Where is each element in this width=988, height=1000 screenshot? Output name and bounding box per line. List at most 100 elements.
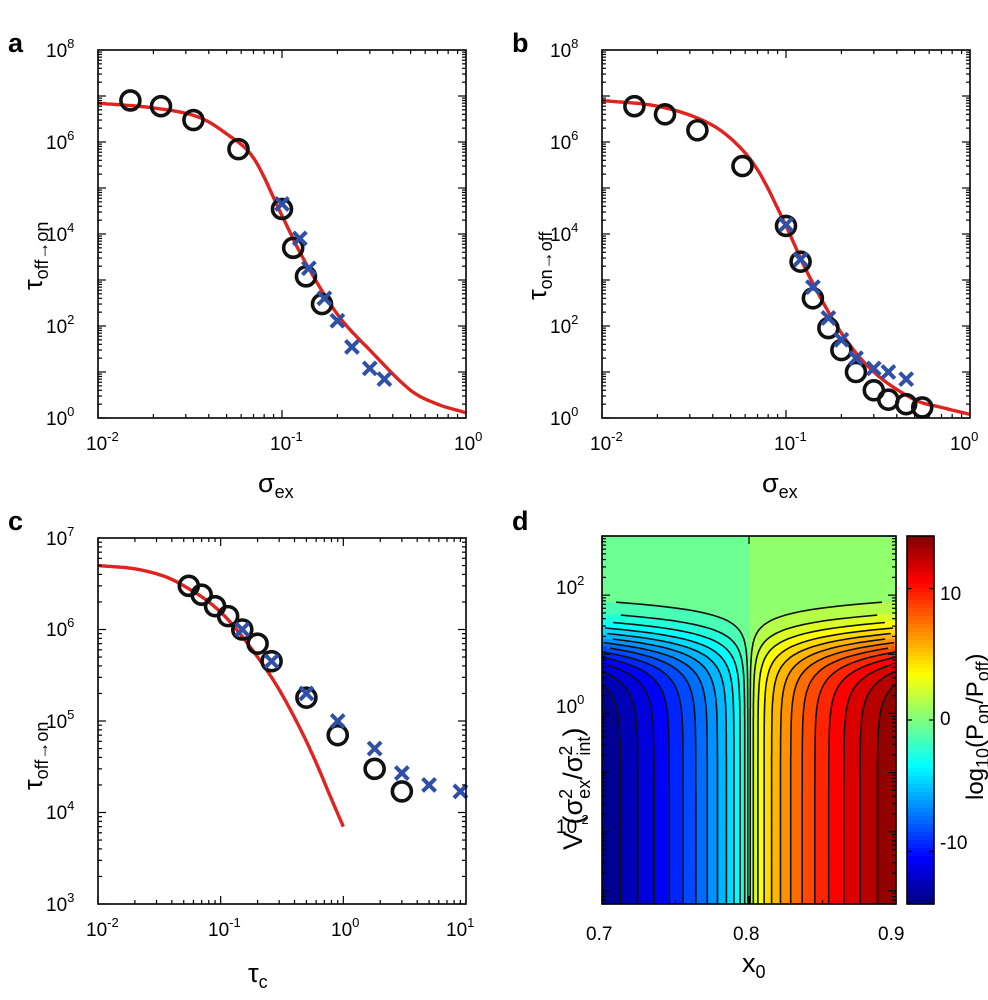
contour-band-cell [773, 688, 784, 692]
contour-band-cell [658, 683, 674, 687]
contour-band-cell [815, 742, 831, 746]
contour-band-cell [844, 778, 860, 782]
contour-band-cell [758, 884, 765, 888]
contour-band-cell [638, 813, 655, 817]
contour-band-cell [758, 746, 765, 751]
contour-band-cell [602, 580, 750, 584]
contour-band-cell [739, 690, 745, 694]
contour-band-cell [790, 862, 804, 866]
colorbar-segment [907, 580, 934, 585]
contour-line [603, 671, 639, 904]
contour-band-cell [790, 781, 804, 785]
contour-band-cell [790, 668, 806, 672]
contour-band-cell [771, 867, 782, 871]
contour-band-cell [602, 776, 623, 780]
contour-line [607, 632, 728, 904]
contour-band-cell [653, 778, 669, 782]
contour-band-cell [780, 847, 792, 851]
contour-band-cell [695, 776, 708, 780]
contour-band-cell [695, 756, 708, 760]
colorbar-segment [907, 780, 934, 785]
contour-band-cell [876, 867, 897, 871]
contour-band-cell [829, 896, 846, 900]
contour-band-cell [739, 781, 745, 785]
contour-band-cell [749, 562, 897, 567]
contour-band-cell [682, 766, 696, 770]
contour-band-cell [653, 877, 669, 881]
contour-band-cell [859, 773, 877, 778]
xtick-label: 10-1 [208, 915, 241, 941]
contour-band-cell [707, 827, 718, 831]
contour-band-cell [744, 678, 748, 682]
contour-band-cell [602, 646, 608, 650]
contour-band-cell [744, 729, 750, 733]
contour-band-cell [609, 690, 630, 694]
contour-band-cell [771, 894, 782, 898]
contour-band-cell [829, 891, 846, 895]
contour-band-cell [795, 685, 809, 689]
contour-band-cell [682, 761, 696, 765]
contour-band-cell [758, 854, 765, 858]
contour-band-cell [668, 739, 684, 743]
contour-band-cell [753, 869, 760, 873]
contour-band-cell [749, 869, 755, 873]
contour-band-cell [763, 715, 772, 719]
contour-band-cell [726, 720, 735, 724]
data-point-cross [848, 350, 864, 367]
contour-band-cell [844, 830, 860, 834]
contour-band-cell [844, 759, 860, 763]
contour-band-cell [717, 874, 728, 878]
contour-band-cell [668, 793, 684, 797]
contour-band-cell [790, 771, 804, 775]
contour-band-cell [780, 840, 792, 844]
contour-band-cell [859, 845, 877, 849]
contour-band-cell [758, 756, 765, 760]
contour-band-cell [616, 712, 637, 716]
contour-band-cell [802, 818, 816, 822]
contour-band-cell [726, 717, 735, 721]
contour-band-cell [758, 879, 765, 883]
contour-band-cell [717, 850, 728, 854]
contour-band-cell [717, 776, 728, 780]
contour-band-cell [682, 864, 696, 868]
contour-band-cell [763, 867, 772, 871]
contour-band-cell [628, 693, 647, 697]
contour-band-cell [682, 815, 696, 819]
contour-band-cell [876, 857, 897, 861]
contour-band-cell [763, 815, 772, 819]
contour-band-cell [633, 700, 652, 704]
contour-band-cell [763, 759, 772, 763]
contour-band-cell [751, 651, 760, 655]
contour-band-cell [744, 727, 750, 731]
colorbar-segment [907, 704, 934, 709]
contour-band-cell [695, 773, 708, 778]
contour-band-cell [861, 722, 880, 726]
colorbar-segment [907, 680, 934, 685]
contour-band-cell [736, 668, 745, 672]
contour-band-cell [653, 879, 669, 883]
contour-band-cell [766, 695, 775, 699]
contour-band-cell [734, 877, 740, 881]
contour-band-cell [621, 786, 640, 790]
contour-band-cell [859, 874, 877, 878]
contour-band-cell [602, 589, 750, 594]
contour-band-cell [602, 602, 632, 606]
contour-band-cell [829, 877, 846, 881]
contour-band-cell [722, 656, 733, 660]
contour-band-cell [668, 776, 684, 780]
contour-band-cell [707, 805, 718, 809]
contour-band-cell [758, 724, 765, 728]
contour-band-cell [810, 683, 826, 687]
contour-band-cell [815, 800, 831, 805]
contour-band-cell [802, 808, 816, 812]
contour-band-cell [726, 793, 735, 797]
contour-band-cell [739, 830, 745, 834]
ytick-label: 106 [550, 128, 578, 154]
contour-band-cell [859, 641, 895, 645]
contour-band-cell [790, 850, 804, 854]
contour-band-cell [844, 800, 860, 805]
contour-band-cell [695, 732, 708, 736]
contour-band-cell [636, 729, 655, 733]
contour-band-cell [829, 751, 846, 755]
contour-band-cell [643, 688, 662, 692]
